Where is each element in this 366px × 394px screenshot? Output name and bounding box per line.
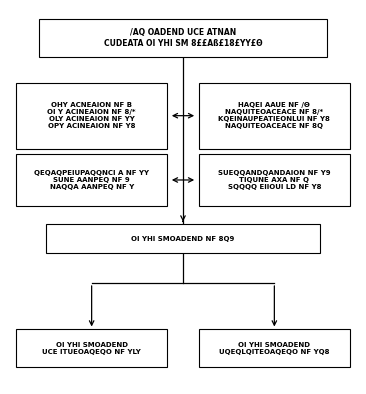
Text: HAQEI AAUE NF /Θ
NAQUITEOACEACE NF 8/*
KQEINAUPEATIEONLUI NF Y8
NAQUITEOACEACE N: HAQEI AAUE NF /Θ NAQUITEOACEACE NF 8/* K… [219, 102, 330, 129]
FancyBboxPatch shape [16, 83, 167, 149]
Text: /AQ OADEND UCE ATNAN
CUDEATA OI YHI SM 8££Aß£18£YY£Θ: /AQ OADEND UCE ATNAN CUDEATA OI YHI SM 8… [104, 28, 262, 48]
Text: OI YHI SMOADEND
UCE ITUEOAQEQO NF YLY: OI YHI SMOADEND UCE ITUEOAQEQO NF YLY [42, 342, 141, 355]
FancyBboxPatch shape [16, 329, 167, 367]
Text: QEQAQPEIUPAQQNCI A NF YY
SUNE AANPEQ NF 9
NAQQA AANPEQ NF Y: QEQAQPEIUPAQQNCI A NF YY SUNE AANPEQ NF … [34, 170, 149, 190]
Text: OI YHI SMOADEND NF 8Q9: OI YHI SMOADEND NF 8Q9 [131, 236, 235, 242]
FancyBboxPatch shape [199, 83, 350, 149]
Text: SUEQQANDQANDAION NF Y9
TIQUNE AXA NF Q
SQQQQ EIIOUI LD NF Y8: SUEQQANDQANDAION NF Y9 TIQUNE AXA NF Q S… [218, 170, 330, 190]
Text: OHY ACNEAION NF B
OI Y ACINEAION NF 8/*
OLY ACINEAION NF YY
OPY ACINEAION NF Y8: OHY ACNEAION NF B OI Y ACINEAION NF 8/* … [47, 102, 136, 129]
FancyBboxPatch shape [46, 225, 320, 253]
Text: OI YHI SMOADEND
UQEQLQITEOAQEQO NF YQ8: OI YHI SMOADEND UQEQLQITEOAQEQO NF YQ8 [219, 342, 330, 355]
FancyBboxPatch shape [39, 19, 327, 57]
FancyBboxPatch shape [199, 154, 350, 206]
FancyBboxPatch shape [16, 154, 167, 206]
FancyBboxPatch shape [199, 329, 350, 367]
